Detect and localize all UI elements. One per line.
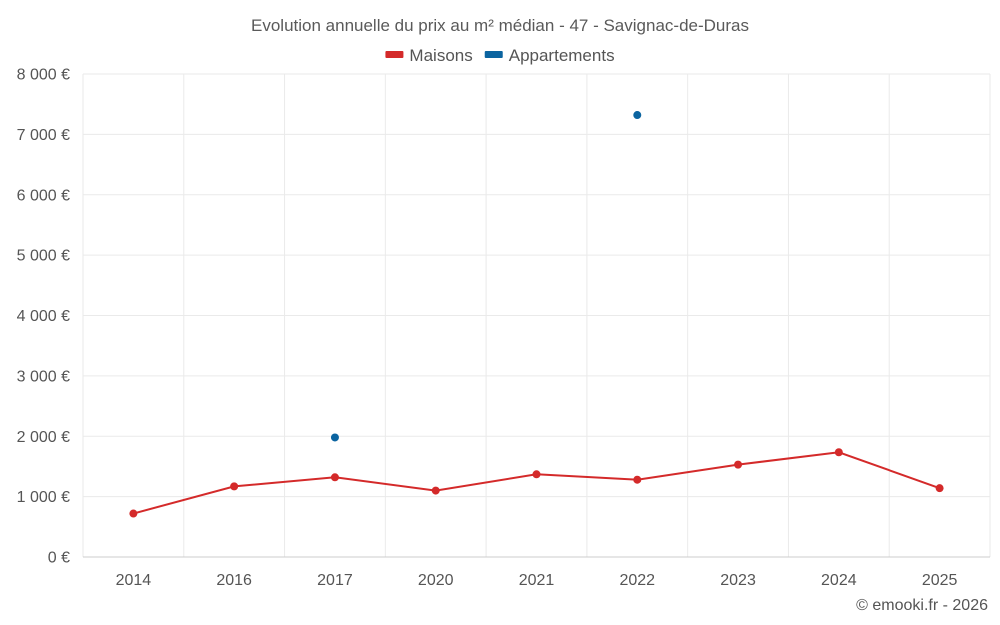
y-tick-label: 8 000 € (17, 67, 70, 84)
data-point-maisons[interactable] (734, 460, 743, 469)
legend-item-appartements[interactable]: Appartements (484, 46, 615, 65)
data-point-maisons[interactable] (230, 482, 239, 491)
y-tick-label: 4 000 € (17, 308, 70, 325)
x-tick-label: 2023 (720, 572, 756, 589)
y-tick-label: 2 000 € (17, 429, 70, 446)
y-tick-label: 5 000 € (17, 248, 70, 265)
x-tick-label: 2021 (519, 572, 555, 589)
legend-swatch (484, 51, 503, 58)
data-point-maisons[interactable] (129, 509, 138, 518)
data-point-appartements[interactable] (330, 433, 339, 442)
series-line-maisons (133, 451, 940, 515)
x-tick-label: 2016 (216, 572, 252, 589)
x-tick-label: 2014 (116, 572, 152, 589)
x-tick-label: 2022 (619, 572, 655, 589)
legend: Maisons Appartements (385, 46, 615, 65)
legend-swatch (385, 51, 404, 58)
x-tick-label: 2017 (317, 572, 353, 589)
data-point-maisons[interactable] (834, 448, 843, 457)
grid (82, 73, 991, 557)
x-tick-label: 2024 (821, 572, 857, 589)
y-tick-label: 1 000 € (17, 489, 70, 506)
data-point-appartements[interactable] (633, 111, 642, 120)
y-tick-label: 3 000 € (17, 368, 70, 385)
series-layer (129, 111, 944, 518)
credit: © emooki.fr - 2026 (856, 597, 988, 614)
y-tick-label: 0 € (48, 550, 70, 567)
legend-item-maisons[interactable]: Maisons (385, 46, 473, 65)
legend-label: Appartements (509, 46, 615, 65)
chart-title: Evolution annuelle du prix au m² médian … (251, 16, 749, 35)
legend-label: Maisons (409, 46, 472, 65)
data-point-maisons[interactable] (330, 473, 339, 482)
y-axis: 0 € 1 000 € 2 000 € 3 000 € 4 000 € 5 000 € 6 … (17, 67, 70, 567)
x-tick-label: 2020 (418, 572, 454, 589)
y-tick-label: 7 000 € (17, 127, 70, 144)
x-tick-label: 2025 (922, 572, 958, 589)
data-point-maisons[interactable] (431, 486, 440, 495)
data-point-maisons[interactable] (935, 484, 944, 493)
x-axis: 2014 2016 2017 2020 2021 2022 2023 2024 2025 (83, 556, 990, 589)
data-point-maisons[interactable] (532, 470, 541, 479)
y-tick-label: 6 000 € (17, 187, 70, 204)
data-point-maisons[interactable] (633, 475, 642, 484)
